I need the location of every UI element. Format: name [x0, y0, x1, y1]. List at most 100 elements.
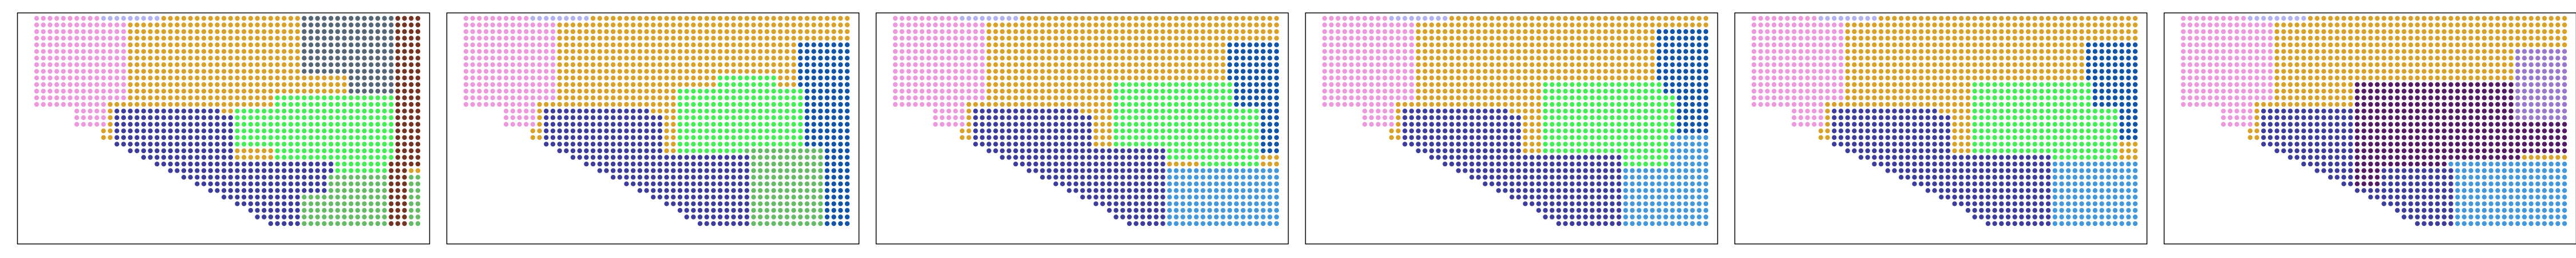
spot-point	[979, 88, 985, 94]
spot-point	[1053, 56, 1058, 61]
spot-point	[704, 188, 709, 193]
spot-point	[610, 175, 616, 180]
spot-point	[697, 15, 703, 21]
spot-point	[1080, 101, 1085, 107]
spot-point	[1160, 208, 1165, 213]
spot-point	[1133, 142, 1139, 147]
spot-point	[899, 101, 904, 107]
spot-point	[262, 168, 267, 173]
spot-point	[1227, 101, 1232, 107]
spot-point	[1160, 56, 1165, 61]
spot-point	[349, 135, 354, 140]
spot-point	[993, 36, 998, 41]
spot-point	[1356, 75, 1361, 81]
spot-point	[986, 135, 991, 140]
spot-point	[34, 29, 39, 34]
spot-point	[751, 168, 756, 173]
spot-point	[1120, 175, 1125, 180]
spot-point	[1227, 135, 1232, 140]
spot-point	[295, 148, 300, 154]
spot-point	[590, 108, 596, 114]
spot-point	[395, 175, 401, 180]
spot-point	[973, 115, 978, 120]
spot-point	[188, 69, 193, 74]
spot-point	[74, 15, 80, 21]
spot-point	[282, 161, 287, 167]
spot-point	[121, 108, 127, 114]
spot-point	[651, 115, 656, 120]
spot-point	[671, 155, 676, 160]
spot-point	[1020, 108, 1025, 114]
spot-point	[315, 155, 320, 160]
spot-point	[208, 42, 213, 48]
panel-frame	[446, 12, 860, 245]
spot-point	[757, 194, 763, 200]
spot-point	[342, 82, 347, 87]
spot-point	[993, 95, 998, 100]
spot-point	[1120, 148, 1125, 154]
spot-point	[362, 49, 367, 54]
spot-point	[804, 95, 810, 100]
spot-point	[784, 148, 790, 154]
spot-point	[402, 88, 407, 94]
spot-point	[1107, 142, 1112, 147]
spot-point	[1247, 161, 1253, 167]
spot-point	[222, 15, 227, 21]
spot-point	[1153, 36, 1159, 41]
spot-point	[838, 221, 843, 226]
spot-point	[275, 188, 280, 193]
spot-point	[1086, 75, 1092, 81]
spot-point	[161, 22, 167, 28]
spot-point	[1180, 142, 1186, 147]
spot-point	[101, 29, 106, 34]
spot-point	[1020, 69, 1025, 74]
spot-point	[757, 122, 763, 127]
spot-point	[630, 155, 636, 160]
spot-point	[114, 69, 120, 74]
spot-point	[282, 56, 287, 61]
spot-point	[1060, 42, 1065, 48]
spot-point	[288, 188, 294, 193]
spot-point	[114, 15, 120, 21]
spot-point	[135, 122, 140, 127]
spot-point	[88, 95, 93, 100]
spot-point	[195, 56, 200, 61]
spot-point	[235, 88, 240, 94]
spot-point	[1469, 95, 1475, 100]
spot-point	[175, 101, 180, 107]
spot-point	[919, 95, 924, 100]
spot-point	[798, 49, 803, 54]
spot-point	[831, 208, 836, 213]
spot-point	[1133, 36, 1139, 41]
spot-point	[724, 181, 729, 186]
spot-point	[933, 122, 938, 127]
spot-point	[114, 75, 120, 81]
spot-point	[933, 15, 938, 21]
spot-point	[1261, 29, 1266, 34]
spot-point	[362, 208, 367, 213]
spot-point	[778, 56, 783, 61]
spot-point	[395, 188, 401, 193]
spot-point	[1153, 148, 1159, 154]
spot-point	[1013, 135, 1018, 140]
spot-point	[1476, 101, 1481, 107]
spot-point	[268, 75, 274, 81]
spot-point	[101, 56, 106, 61]
spot-point	[784, 22, 790, 28]
spot-point	[1234, 135, 1239, 140]
spot-point	[966, 108, 971, 114]
spot-point	[490, 101, 495, 107]
spot-point	[564, 95, 569, 100]
spot-point	[308, 36, 314, 41]
spot-point	[966, 15, 971, 21]
spot-point	[771, 208, 776, 213]
spot-point	[717, 22, 723, 28]
spot-point	[784, 128, 790, 134]
spot-point	[74, 82, 80, 87]
spot-point	[195, 115, 200, 120]
spot-point	[1416, 15, 1421, 21]
spot-point	[818, 188, 823, 193]
spot-point	[757, 221, 763, 226]
spot-point	[584, 108, 589, 114]
spot-point	[677, 201, 683, 206]
